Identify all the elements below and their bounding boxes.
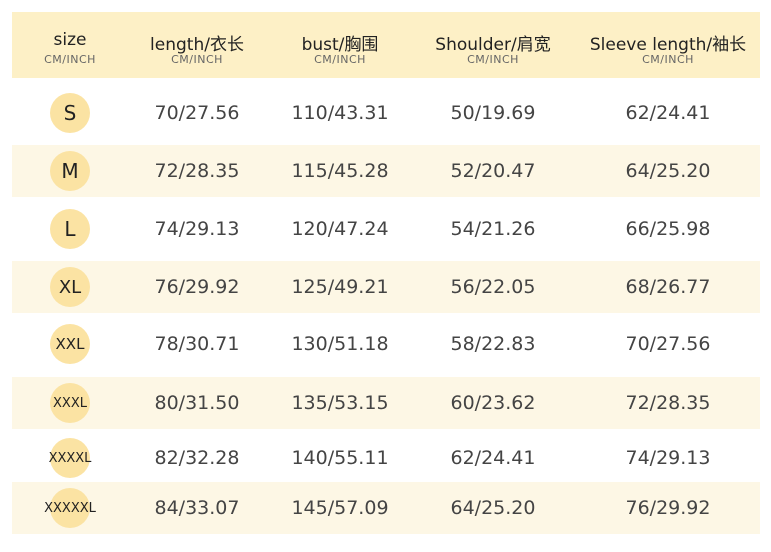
measurement: 58/22.83 — [450, 333, 536, 355]
measurement: 72/28.35 — [625, 392, 711, 414]
row-band — [12, 145, 760, 197]
header-title: length/衣长 — [150, 35, 244, 55]
measurement: 84/33.07 — [154, 497, 240, 519]
measurement: 68/26.77 — [625, 276, 711, 298]
row-band — [12, 377, 760, 429]
header-unit: CM/INCH — [171, 53, 223, 66]
header-unit: CM/INCH — [314, 53, 366, 66]
header-title: size — [53, 30, 87, 50]
header-title: Shoulder/肩宽 — [435, 35, 551, 55]
measurement: 80/31.50 — [154, 392, 240, 414]
measurement: 72/28.35 — [154, 160, 240, 182]
size-badge: M — [50, 151, 90, 191]
measurement: 64/25.20 — [450, 497, 536, 519]
measurement: 50/19.69 — [450, 102, 536, 124]
measurement: 54/21.26 — [450, 218, 536, 240]
measurement: 62/24.41 — [625, 102, 711, 124]
size-badge: XXL — [50, 324, 90, 364]
measurement: 62/24.41 — [450, 447, 536, 469]
size-badge: XXXXL — [49, 438, 91, 478]
measurement: 125/49.21 — [291, 276, 389, 298]
measurement: 52/20.47 — [450, 160, 536, 182]
size-badge: XL — [50, 267, 90, 307]
measurement: 140/55.11 — [291, 447, 389, 469]
header-unit: CM/INCH — [642, 53, 694, 66]
row-band — [12, 482, 760, 534]
measurement: 66/25.98 — [625, 218, 711, 240]
measurement: 56/22.05 — [450, 276, 536, 298]
measurement: 76/29.92 — [154, 276, 240, 298]
size-badge: S — [50, 93, 90, 133]
size-badge: L — [50, 209, 90, 249]
size-badge: XXXL — [50, 383, 90, 423]
measurement: 82/32.28 — [154, 447, 240, 469]
size-badge: XXXXXL — [44, 488, 96, 528]
measurement: 74/29.13 — [625, 447, 711, 469]
header-title: bust/胸围 — [301, 35, 379, 55]
header-title: Sleeve length/袖长 — [589, 35, 747, 55]
measurement: 78/30.71 — [154, 333, 240, 355]
measurement: 120/47.24 — [291, 218, 389, 240]
row-band — [12, 261, 760, 313]
measurement: 70/27.56 — [625, 333, 711, 355]
measurement: 115/45.28 — [291, 160, 389, 182]
measurement: 145/57.09 — [291, 497, 389, 519]
measurement: 130/51.18 — [291, 333, 389, 355]
measurement: 135/53.15 — [291, 392, 389, 414]
measurement: 76/29.92 — [625, 497, 711, 519]
header-unit: CM/INCH — [44, 53, 96, 66]
measurement: 110/43.31 — [291, 102, 389, 124]
header-unit: CM/INCH — [467, 53, 519, 66]
measurement: 60/23.62 — [450, 392, 536, 414]
header-band — [12, 12, 760, 78]
measurement: 74/29.13 — [154, 218, 240, 240]
measurement: 64/25.20 — [625, 160, 711, 182]
measurement: 70/27.56 — [154, 102, 240, 124]
